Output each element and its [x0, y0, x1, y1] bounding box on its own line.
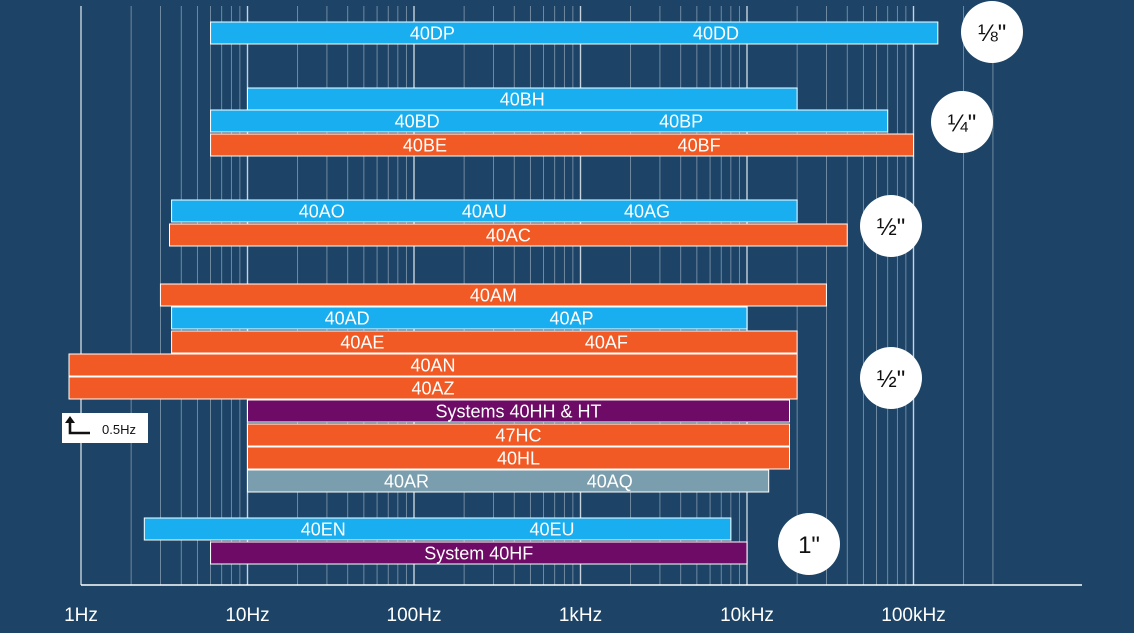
bar-label: 40AP	[549, 309, 593, 329]
size-badge: 1"	[778, 513, 840, 575]
badge-circle	[961, 1, 1023, 63]
range-bar: 40BH	[247, 87, 798, 111]
bar-label: 40HL	[497, 449, 540, 469]
bar-label: 40AF	[585, 333, 628, 353]
size-label: ¼"	[948, 110, 977, 137]
range-bar: 40AO 40AU 40AG	[171, 199, 798, 223]
range-bar: 40AE 40AF	[171, 330, 798, 354]
range-bar: 40AZ	[68, 376, 798, 400]
x-tick-label: 10Hz	[225, 605, 269, 626]
bar-label: Systems 40HH & HT	[435, 402, 601, 422]
bar-rect	[168, 223, 848, 247]
bar-label: 40AR	[384, 472, 429, 492]
bar-rect	[68, 353, 798, 377]
bar-label: 47HC	[495, 426, 541, 446]
badge-circle	[931, 91, 993, 153]
bar-rect	[210, 133, 914, 157]
badge-circle	[860, 347, 922, 409]
bar-rect	[247, 469, 770, 493]
bar-rect	[159, 283, 827, 307]
bar-label: 40AQ	[587, 472, 633, 492]
bar-label: 40BP	[659, 112, 703, 132]
size-badge: ½"	[860, 347, 922, 409]
bar-rect	[171, 199, 798, 223]
note-box	[62, 413, 148, 443]
low-frequency-note: 0.5Hz	[62, 413, 148, 443]
bar-label: 40BD	[395, 112, 440, 132]
range-bar: 40HL	[247, 446, 791, 470]
badge-circle	[778, 513, 840, 575]
range-bar: Systems 40HH & HT	[247, 399, 791, 423]
range-bar: 40AD 40AP	[171, 306, 748, 330]
bar-label: 40BF	[678, 136, 721, 156]
size-label: ½"	[877, 214, 906, 241]
bar-label: 40AO	[299, 202, 345, 222]
bar-label: 40AD	[325, 309, 370, 329]
range-bar: 40AC	[168, 223, 848, 247]
bar-rect	[68, 376, 798, 400]
range-bar: 40EN 40EU	[143, 517, 732, 541]
size-badges: ⅛" ¼" ½" ½" 1"	[778, 1, 1023, 575]
x-tick-label: 1kHz	[559, 605, 602, 626]
x-tick-label: 100Hz	[387, 605, 442, 626]
bar-label: 40AC	[486, 226, 531, 246]
size-badge: ⅛"	[961, 1, 1023, 63]
range-bar: System 40HF	[210, 541, 748, 565]
size-badge: ¼"	[931, 91, 993, 153]
bar-label: 40AU	[462, 202, 507, 222]
range-bar: 40DP 40DD	[210, 21, 939, 45]
bar-rect	[210, 109, 889, 133]
size-badge: ½"	[860, 195, 922, 257]
bar-label: 40AM	[470, 286, 517, 306]
bar-rect	[247, 423, 791, 447]
range-bar: 40AM	[159, 283, 827, 307]
x-tick-label: 100kHz	[881, 605, 945, 626]
range-bar: 47HC	[247, 423, 791, 447]
size-label: ⅛"	[978, 20, 1007, 47]
bar-rect	[247, 399, 791, 423]
range-bar: 40AR 40AQ	[247, 469, 770, 493]
bar-rect	[247, 446, 791, 470]
bar-label: 40BE	[403, 136, 447, 156]
bar-rect	[171, 306, 748, 330]
badge-circle	[860, 195, 922, 257]
bar-label: 40AZ	[412, 379, 455, 399]
x-tick-label: 1Hz	[64, 605, 98, 626]
range-bar: 40BE 40BF	[210, 133, 914, 157]
bar-label: 40AN	[411, 356, 456, 376]
bar-label: System 40HF	[424, 544, 533, 564]
bar-rect	[210, 21, 939, 45]
bar-label: 40AE	[340, 333, 384, 353]
bar-label: 40AG	[624, 202, 670, 222]
range-bar: 40BD 40BP	[210, 109, 889, 133]
size-label: 1"	[798, 532, 820, 559]
bar-rect	[210, 541, 748, 565]
bar-label: 40DP	[410, 24, 455, 44]
x-axis: 1Hz 10Hz 100Hz 1kHz 10kHz 100kHz	[64, 584, 1082, 626]
bar-label: 40BH	[500, 90, 545, 110]
range-bar: 40AN	[68, 353, 798, 377]
x-tick-label: 10kHz	[720, 605, 774, 626]
bar-label: 40EN	[301, 520, 346, 540]
note-text: 0.5Hz	[102, 422, 136, 437]
bar-label: 40EU	[529, 520, 574, 540]
bars: 40DP 40DD 40BH 40BD 40BP 40BE 40BF 40AO 40AU 40AG…	[68, 21, 939, 565]
bar-rect	[171, 330, 798, 354]
corner-arrow-icon	[65, 416, 90, 435]
size-label: ½"	[877, 366, 906, 393]
bar-label: 40DD	[693, 24, 739, 44]
bar-rect	[143, 517, 732, 541]
